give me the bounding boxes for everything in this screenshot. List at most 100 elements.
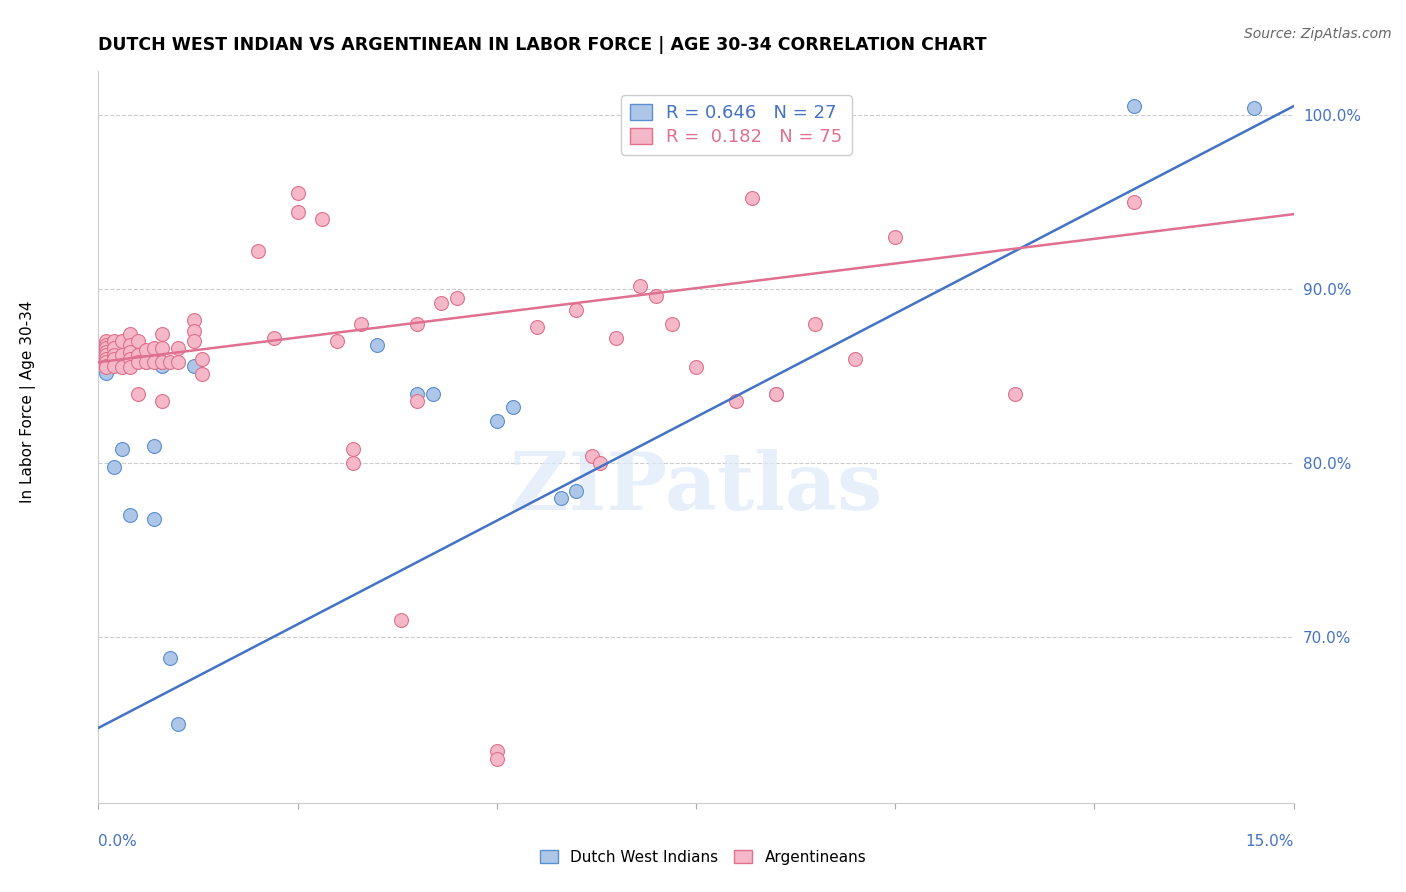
Point: [96, 351, 118, 366]
Point: [96, 366, 118, 380]
Point: [485, 414, 508, 428]
Point: [765, 386, 787, 401]
Point: [263, 331, 285, 345]
Point: [103, 359, 125, 373]
Point: [111, 334, 134, 349]
Point: [167, 717, 190, 731]
Point: [159, 651, 181, 665]
Point: [127, 348, 149, 362]
Point: [183, 313, 205, 327]
Point: [565, 302, 588, 317]
Text: DUTCH WEST INDIAN VS ARGENTINEAN IN LABOR FORCE | AGE 30-34 CORRELATION CHART: DUTCH WEST INDIAN VS ARGENTINEAN IN LABO…: [98, 36, 987, 54]
Point: [430, 296, 453, 310]
Point: [135, 351, 157, 366]
Point: [287, 186, 309, 201]
Point: [645, 289, 668, 303]
Point: [589, 456, 612, 470]
Point: [143, 351, 166, 366]
Point: [96, 359, 118, 373]
Point: [103, 348, 125, 362]
Point: [103, 341, 125, 355]
Point: [485, 752, 508, 766]
Point: [183, 334, 205, 349]
Point: [406, 393, 429, 408]
Point: [342, 456, 364, 470]
Point: [191, 351, 214, 366]
Point: [741, 192, 763, 206]
Point: [191, 368, 214, 382]
Text: In Labor Force | Age 30-34: In Labor Force | Age 30-34: [20, 300, 37, 503]
Point: [96, 348, 118, 362]
Point: [120, 351, 142, 366]
Point: [96, 355, 118, 369]
Point: [150, 393, 173, 408]
Point: [844, 351, 866, 366]
Point: [120, 327, 142, 342]
Point: [389, 613, 412, 627]
Point: [565, 484, 588, 499]
Point: [103, 334, 125, 349]
Point: [1243, 101, 1265, 115]
Point: [150, 327, 173, 342]
Point: [550, 491, 572, 505]
Point: [135, 343, 157, 357]
Point: [605, 331, 627, 345]
Point: [446, 291, 468, 305]
Point: [150, 355, 173, 369]
Point: [804, 317, 827, 331]
Point: [150, 359, 173, 373]
Point: [628, 278, 651, 293]
Point: [143, 355, 166, 369]
Point: [96, 360, 118, 375]
Point: [246, 244, 269, 258]
Text: 0.0%: 0.0%: [98, 834, 138, 849]
Point: [120, 344, 142, 359]
Point: [159, 355, 181, 369]
Point: [422, 386, 444, 401]
Point: [143, 341, 166, 355]
Point: [96, 334, 118, 349]
Point: [661, 317, 683, 331]
Text: Source: ZipAtlas.com: Source: ZipAtlas.com: [1244, 27, 1392, 41]
Point: [167, 341, 190, 355]
Point: [111, 442, 134, 457]
Point: [724, 393, 747, 408]
Point: [127, 386, 149, 401]
Point: [96, 344, 118, 359]
Point: [1004, 386, 1026, 401]
Point: [111, 360, 134, 375]
Point: [150, 341, 173, 355]
Point: [183, 359, 205, 373]
Point: [485, 743, 508, 757]
Point: [96, 360, 118, 375]
Point: [96, 341, 118, 355]
Point: [765, 386, 787, 401]
Point: [350, 317, 373, 331]
Point: [135, 355, 157, 369]
Point: [103, 351, 125, 366]
Point: [406, 317, 429, 331]
Point: [127, 348, 149, 362]
Point: [111, 348, 134, 362]
Point: [120, 360, 142, 375]
Point: [1123, 194, 1146, 209]
Point: [127, 338, 149, 352]
Point: [1123, 99, 1146, 113]
Point: [366, 338, 388, 352]
Point: [406, 386, 429, 401]
Point: [311, 212, 333, 227]
Point: [120, 338, 142, 352]
Legend: R = 0.646   N = 27, R =  0.182   N = 75: R = 0.646 N = 27, R = 0.182 N = 75: [621, 95, 852, 155]
Point: [135, 355, 157, 369]
Point: [581, 449, 603, 463]
Point: [143, 439, 166, 453]
Point: [884, 229, 907, 244]
Point: [526, 320, 548, 334]
Point: [150, 355, 173, 369]
Text: ZIPatlas: ZIPatlas: [510, 450, 882, 527]
Point: [96, 338, 118, 352]
Point: [502, 401, 524, 415]
Point: [143, 512, 166, 526]
Legend: Dutch West Indians, Argentineans: Dutch West Indians, Argentineans: [534, 844, 872, 871]
Point: [120, 508, 142, 523]
